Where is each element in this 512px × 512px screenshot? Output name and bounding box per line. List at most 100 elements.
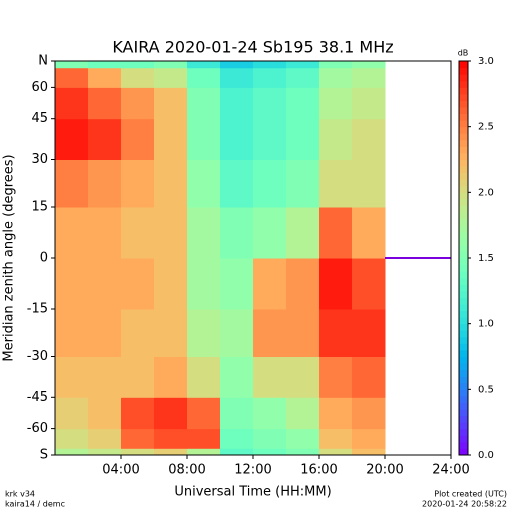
heatmap-cell (352, 258, 386, 310)
heatmap-cell (55, 87, 89, 120)
y-tick-label: -15 (27, 301, 48, 316)
heatmap-cell (88, 397, 122, 430)
heatmap-cell (187, 207, 221, 259)
heatmap-cell (55, 67, 89, 88)
heatmap-cell (187, 67, 221, 88)
heatmap-cell (121, 118, 155, 160)
heatmap-cell (187, 118, 221, 160)
colorbar-segment (459, 448, 468, 456)
heatmap-cell (88, 258, 122, 310)
heatmap-cell (319, 428, 353, 449)
heatmap-cell (88, 87, 122, 120)
colorbar-segment (459, 317, 468, 325)
heatmap-cell (88, 118, 122, 160)
x-tick-label: 12:00 (234, 463, 271, 478)
heatmap-cell (154, 428, 188, 449)
colorbar-segment (459, 61, 468, 69)
colorbar-segment (459, 349, 468, 357)
heatmap-cell (88, 428, 122, 449)
heatmap-cell (286, 159, 320, 208)
heatmap-cell (121, 308, 155, 357)
colorbar-segment (459, 67, 468, 75)
heatmap-cell (352, 118, 386, 160)
colorbar-segment (459, 80, 468, 88)
heatmap-cell (88, 61, 122, 69)
colorbar-segment (459, 284, 468, 292)
heatmap-cell (319, 258, 353, 310)
heatmap-cell (55, 61, 89, 69)
x-tick-label: 20:00 (366, 463, 403, 478)
heatmap-cell (55, 207, 89, 259)
heatmap-cell (253, 61, 287, 69)
colorbar-tick-label: 2.0 (478, 187, 494, 198)
colorbar-segment (459, 120, 468, 128)
heatmap-cell (286, 448, 320, 456)
heatmap-cell (319, 159, 353, 208)
heatmap-cell (352, 207, 386, 259)
colorbar-tick-label: 1.5 (478, 253, 494, 264)
heatmap-cell (55, 159, 89, 208)
heatmap-cell (187, 356, 221, 398)
heatmap-cell (319, 448, 353, 456)
heatmap-cell (286, 207, 320, 259)
heatmap-cell (253, 356, 287, 398)
colorbar-segment (459, 172, 468, 180)
footer-text: 2020-01-24 20:58:22 (422, 500, 507, 509)
heatmap-cell (319, 356, 353, 398)
heatmap-cell (286, 61, 320, 69)
colorbar-segment (459, 87, 468, 95)
heatmap-cell (154, 207, 188, 259)
heatmap-cell (121, 258, 155, 310)
y-tick-label: -60 (27, 421, 48, 436)
heatmap-cell (253, 308, 287, 357)
heatmap-cell (187, 258, 221, 310)
y-tick-label: N (38, 54, 48, 69)
heatmap-cell (286, 67, 320, 88)
heatmap-cell (154, 397, 188, 430)
heatmap-cell (55, 356, 89, 398)
heatmap-cell (220, 87, 254, 120)
heatmap-cell (154, 308, 188, 357)
colorbar-label: dB (458, 49, 469, 58)
heatmap-cell (253, 159, 287, 208)
colorbar-segment (459, 395, 468, 403)
colorbar-segment (459, 192, 468, 200)
heatmap-cell (121, 159, 155, 208)
heatmap-cell (319, 67, 353, 88)
y-tick-label: -30 (27, 349, 48, 364)
heatmap-cell (319, 397, 353, 430)
heatmap-cell (55, 308, 89, 357)
colorbar-segment (459, 251, 468, 259)
heatmap-cell (352, 356, 386, 398)
colorbar-tick-label: 1.0 (478, 319, 494, 330)
heatmap-cell (88, 356, 122, 398)
colorbar-segment (459, 382, 468, 390)
colorbar-tick-label: 0.5 (478, 384, 494, 395)
colorbar-segment (459, 231, 468, 239)
x-tick-label: 08:00 (168, 463, 205, 478)
heatmap-cell (253, 87, 287, 120)
heatmap-cell (187, 61, 221, 69)
colorbar-segment (459, 238, 468, 246)
heatmap-cell (220, 159, 254, 208)
colorbar-segment (459, 126, 468, 134)
y-tick-label: 30 (31, 152, 48, 167)
colorbar-segment (459, 409, 468, 417)
y-tick-label: 60 (31, 80, 48, 95)
heatmap-cell (286, 356, 320, 398)
colorbar-segment (459, 441, 468, 449)
colorbar-segment (459, 303, 468, 312)
heatmap-cell (253, 118, 287, 160)
colorbar-segment (459, 139, 468, 147)
heatmap-cell (286, 308, 320, 357)
heatmap-cell (220, 118, 254, 160)
heatmap-cell (286, 397, 320, 430)
colorbar-tick-label: 3.0 (478, 56, 494, 67)
heatmap-cell (55, 397, 89, 430)
colorbar-segment (459, 166, 468, 174)
x-tick-label: 24:00 (432, 463, 469, 478)
heatmap-cell (154, 87, 188, 120)
colorbar-tick-label: 2.5 (478, 122, 494, 133)
heatmap-cell (220, 67, 254, 88)
heatmap-cell (121, 428, 155, 449)
